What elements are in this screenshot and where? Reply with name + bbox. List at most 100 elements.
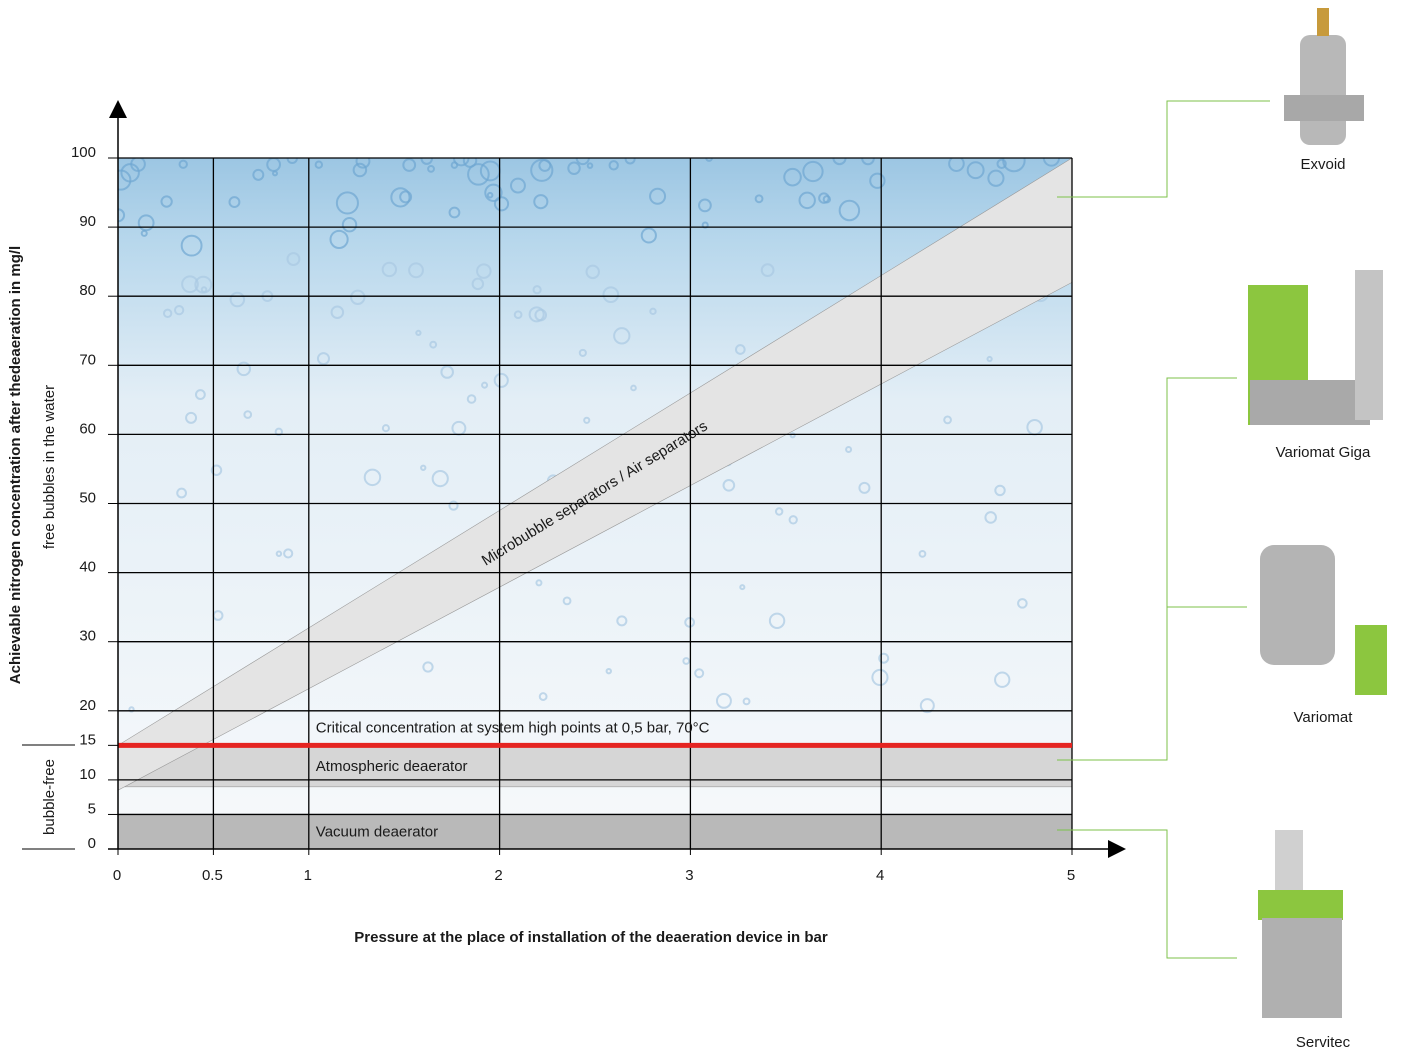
bubble: [415, 329, 422, 337]
bubble: [381, 261, 398, 278]
product-image: [1284, 95, 1364, 121]
bubble: [178, 159, 188, 169]
bubble: [966, 161, 985, 180]
bubble: [649, 187, 667, 205]
bubble: [649, 307, 657, 316]
bubble: [715, 692, 732, 709]
bubble: [140, 229, 148, 237]
y-axis-arrow: [109, 100, 127, 118]
x-tick-label: 1: [304, 867, 312, 884]
bubble: [994, 671, 1011, 688]
bubble: [128, 706, 135, 713]
bubble: [286, 252, 301, 266]
bubble: [788, 515, 798, 525]
bubble: [513, 310, 523, 320]
bubble: [535, 579, 543, 587]
bubble: [624, 158, 636, 165]
bubble: [228, 196, 241, 209]
bubble: [578, 348, 587, 357]
product-image: [1275, 830, 1303, 895]
product-name: Exvoid: [1300, 156, 1345, 173]
bubble: [467, 163, 490, 186]
bubble: [352, 162, 368, 178]
bubble: [466, 394, 477, 404]
bubble: [180, 234, 203, 257]
bubble: [350, 289, 366, 305]
product-variomat: Variomat: [1260, 545, 1387, 726]
bubble: [194, 275, 213, 294]
bubble: [450, 161, 459, 169]
bubble: [431, 470, 449, 488]
bubble: [783, 167, 802, 187]
y-sublabel: free bubbles in the water: [41, 385, 58, 549]
bubble: [987, 169, 1005, 187]
product-image: [1250, 380, 1370, 425]
bubble: [493, 196, 510, 212]
bubble: [562, 596, 572, 606]
product-variomat-giga: Variomat Giga: [1248, 270, 1383, 461]
bubble: [739, 584, 746, 591]
x-tick-label: 0.5: [202, 867, 223, 884]
bubble: [440, 365, 454, 379]
bubble: [869, 172, 886, 189]
bubble: [355, 158, 371, 169]
bubble: [243, 410, 253, 419]
bubble: [137, 214, 155, 232]
bubble: [275, 550, 283, 557]
bubble: [694, 668, 705, 679]
reference-label: Critical concentration at system high po…: [316, 719, 710, 736]
bubble: [274, 427, 284, 437]
bubble: [613, 327, 631, 345]
y-tick-label: 0: [88, 835, 96, 852]
band: [117, 814, 1073, 850]
bubble: [510, 177, 526, 194]
y-tick-label: 60: [79, 420, 96, 437]
bubble: [314, 160, 324, 169]
bubble: [176, 487, 187, 499]
bubble: [402, 158, 417, 172]
connector: [1057, 829, 1237, 959]
product-image: [1258, 890, 1343, 920]
bubble: [120, 163, 140, 183]
x-tick-label: 2: [494, 867, 502, 884]
x-tick-label: 0: [113, 867, 121, 884]
bubble: [381, 424, 390, 433]
bubble: [448, 500, 459, 511]
bubble: [734, 344, 746, 355]
bubble: [798, 191, 816, 210]
y-tick-label: 5: [88, 800, 96, 817]
bubble: [774, 507, 784, 516]
bubble: [162, 308, 173, 319]
bubble: [948, 158, 965, 172]
y-tick-label: 80: [79, 282, 96, 299]
bubble: [878, 652, 890, 664]
y-tick-label: 15: [79, 731, 96, 748]
bubble: [530, 158, 554, 182]
bubble: [605, 667, 612, 675]
band: [117, 745, 1073, 788]
bubble: [486, 191, 494, 199]
bubble: [236, 361, 252, 377]
product-name: Variomat Giga: [1276, 444, 1371, 461]
y-tick-label: 10: [79, 766, 96, 783]
bubble: [533, 194, 549, 210]
bubble: [390, 187, 411, 208]
x-axis-title: Pressure at the place of installation of…: [354, 929, 828, 946]
bubble: [684, 616, 696, 628]
bubble: [871, 668, 889, 686]
connectors: [1057, 100, 1270, 959]
bubble: [585, 264, 600, 280]
bubble: [181, 275, 199, 294]
bubble: [476, 263, 492, 279]
bubble: [210, 464, 223, 476]
bubble: [802, 160, 824, 183]
band-label: Atmospheric deaerator: [316, 758, 468, 775]
y-tick-label: 30: [79, 628, 96, 645]
bubble: [429, 340, 438, 349]
x-axis-arrow: [1108, 840, 1126, 858]
bubble: [845, 446, 853, 454]
bubble: [185, 411, 198, 424]
bubble: [408, 262, 424, 279]
band-label: Vacuum deaerator: [316, 824, 438, 841]
